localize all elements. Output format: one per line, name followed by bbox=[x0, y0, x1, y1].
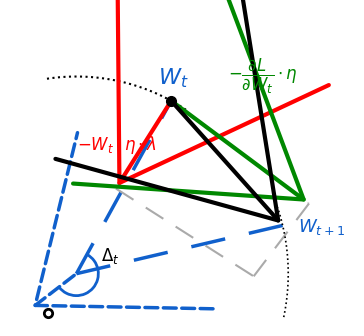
Text: $-W_t \cdot \eta \cdot \lambda$: $-W_t \cdot \eta \cdot \lambda$ bbox=[77, 134, 157, 156]
Text: $\Delta_t$: $\Delta_t$ bbox=[101, 246, 119, 265]
Text: $W_{t+1}$: $W_{t+1}$ bbox=[298, 217, 345, 237]
Text: $-\dfrac{\partial L}{\partial W_t}\cdot\eta$: $-\dfrac{\partial L}{\partial W_t}\cdot\… bbox=[229, 56, 298, 96]
Text: $W_t$: $W_t$ bbox=[158, 67, 188, 90]
